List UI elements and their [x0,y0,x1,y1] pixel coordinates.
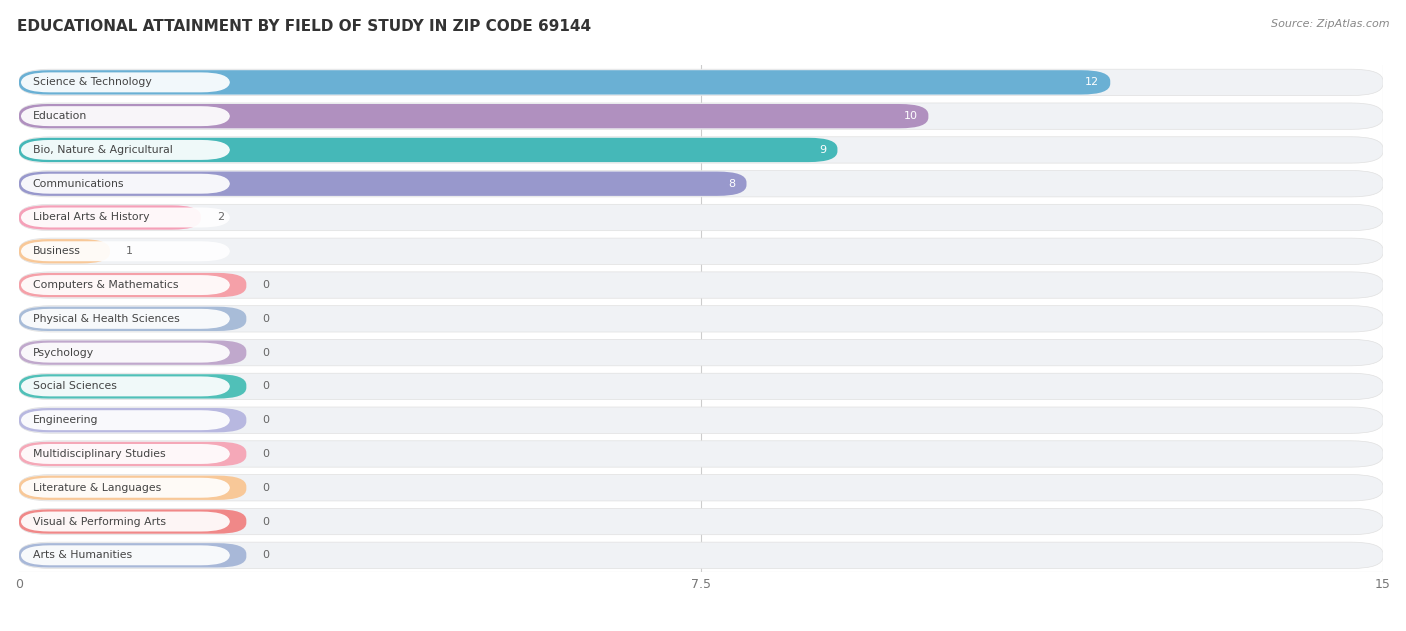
FancyBboxPatch shape [20,307,246,331]
FancyBboxPatch shape [20,138,838,162]
Text: Education: Education [32,111,87,121]
FancyBboxPatch shape [20,476,246,500]
FancyBboxPatch shape [20,305,1384,332]
FancyBboxPatch shape [20,374,246,399]
FancyBboxPatch shape [20,543,246,567]
Text: 0: 0 [263,517,270,526]
FancyBboxPatch shape [20,205,201,230]
FancyBboxPatch shape [20,70,1111,95]
FancyBboxPatch shape [20,238,1384,264]
Text: Physical & Health Sciences: Physical & Health Sciences [32,314,180,324]
FancyBboxPatch shape [20,204,1384,231]
Text: 1: 1 [127,246,134,256]
Text: Social Sciences: Social Sciences [32,381,117,391]
Text: Business: Business [32,246,80,256]
Text: Liberal Arts & History: Liberal Arts & History [32,213,149,223]
Text: 9: 9 [820,145,827,155]
FancyBboxPatch shape [21,377,231,396]
FancyBboxPatch shape [20,475,1384,501]
FancyBboxPatch shape [20,341,246,365]
FancyBboxPatch shape [20,509,1384,534]
FancyBboxPatch shape [20,69,1384,95]
FancyBboxPatch shape [21,444,231,464]
FancyBboxPatch shape [21,208,231,227]
Text: Source: ZipAtlas.com: Source: ZipAtlas.com [1271,19,1389,29]
Text: Multidisciplinary Studies: Multidisciplinary Studies [32,449,166,459]
FancyBboxPatch shape [20,441,1384,467]
FancyBboxPatch shape [21,309,231,329]
Text: 0: 0 [263,550,270,560]
Text: Bio, Nature & Agricultural: Bio, Nature & Agricultural [32,145,173,155]
FancyBboxPatch shape [21,241,231,261]
Text: 2: 2 [218,213,225,223]
FancyBboxPatch shape [21,174,231,194]
FancyBboxPatch shape [21,512,231,531]
Text: 8: 8 [728,179,735,189]
FancyBboxPatch shape [20,137,1384,163]
FancyBboxPatch shape [21,343,231,363]
Text: 12: 12 [1085,78,1099,87]
Text: Engineering: Engineering [32,415,98,425]
FancyBboxPatch shape [21,478,231,498]
FancyBboxPatch shape [20,408,246,432]
FancyBboxPatch shape [20,509,246,534]
Text: 0: 0 [263,348,270,358]
FancyBboxPatch shape [20,542,1384,569]
Text: Computers & Mathematics: Computers & Mathematics [32,280,179,290]
Text: 10: 10 [904,111,918,121]
FancyBboxPatch shape [20,103,1384,129]
FancyBboxPatch shape [20,172,747,196]
Text: Psychology: Psychology [32,348,94,358]
FancyBboxPatch shape [20,239,110,263]
FancyBboxPatch shape [20,104,928,128]
FancyBboxPatch shape [20,170,1384,197]
FancyBboxPatch shape [20,272,1384,298]
Text: Visual & Performing Arts: Visual & Performing Arts [32,517,166,526]
FancyBboxPatch shape [20,373,1384,399]
FancyBboxPatch shape [20,442,246,466]
Text: Science & Technology: Science & Technology [32,78,152,87]
FancyBboxPatch shape [21,140,231,160]
FancyBboxPatch shape [21,73,231,92]
Text: EDUCATIONAL ATTAINMENT BY FIELD OF STUDY IN ZIP CODE 69144: EDUCATIONAL ATTAINMENT BY FIELD OF STUDY… [17,19,591,34]
FancyBboxPatch shape [21,410,231,430]
FancyBboxPatch shape [21,106,231,126]
FancyBboxPatch shape [21,545,231,565]
Text: 0: 0 [263,381,270,391]
Text: Literature & Languages: Literature & Languages [32,483,160,493]
Text: Communications: Communications [32,179,124,189]
FancyBboxPatch shape [21,275,231,295]
FancyBboxPatch shape [20,407,1384,433]
Text: Arts & Humanities: Arts & Humanities [32,550,132,560]
Text: 0: 0 [263,314,270,324]
Text: 0: 0 [263,415,270,425]
Text: 0: 0 [263,280,270,290]
Text: 0: 0 [263,483,270,493]
FancyBboxPatch shape [20,273,246,297]
Text: 0: 0 [263,449,270,459]
FancyBboxPatch shape [20,339,1384,366]
